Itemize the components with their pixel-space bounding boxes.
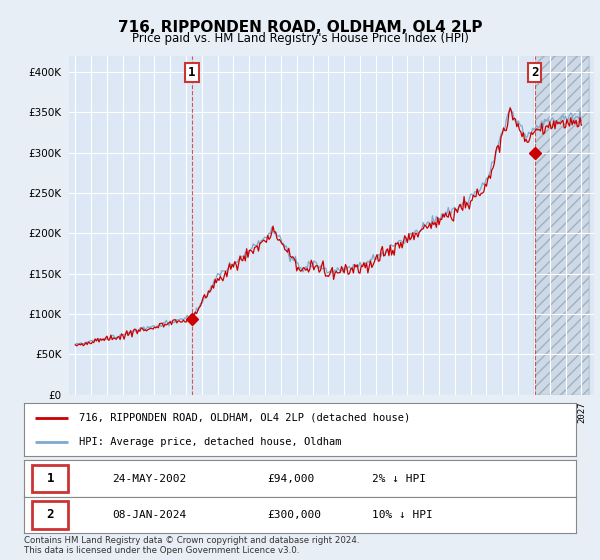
Text: 08-JAN-2024: 08-JAN-2024 — [112, 510, 187, 520]
Text: Price paid vs. HM Land Registry's House Price Index (HPI): Price paid vs. HM Land Registry's House … — [131, 32, 469, 45]
Text: £94,000: £94,000 — [267, 474, 314, 483]
Text: 10% ↓ HPI: 10% ↓ HPI — [372, 510, 433, 520]
Bar — [534, 56, 589, 395]
Text: £300,000: £300,000 — [267, 510, 321, 520]
Text: HPI: Average price, detached house, Oldham: HPI: Average price, detached house, Oldh… — [79, 437, 342, 447]
FancyBboxPatch shape — [32, 501, 68, 529]
Text: 24-MAY-2002: 24-MAY-2002 — [112, 474, 187, 483]
FancyBboxPatch shape — [32, 465, 68, 492]
Text: 2: 2 — [47, 508, 54, 521]
Text: 716, RIPPONDEN ROAD, OLDHAM, OL4 2LP (detached house): 716, RIPPONDEN ROAD, OLDHAM, OL4 2LP (de… — [79, 413, 410, 423]
Text: 2% ↓ HPI: 2% ↓ HPI — [372, 474, 426, 483]
Bar — [534, 56, 589, 395]
Text: Contains HM Land Registry data © Crown copyright and database right 2024.
This d: Contains HM Land Registry data © Crown c… — [24, 536, 359, 556]
Text: 1: 1 — [47, 472, 54, 485]
Text: 1: 1 — [188, 66, 196, 78]
Text: 2: 2 — [531, 66, 538, 78]
Text: 716, RIPPONDEN ROAD, OLDHAM, OL4 2LP: 716, RIPPONDEN ROAD, OLDHAM, OL4 2LP — [118, 20, 482, 35]
